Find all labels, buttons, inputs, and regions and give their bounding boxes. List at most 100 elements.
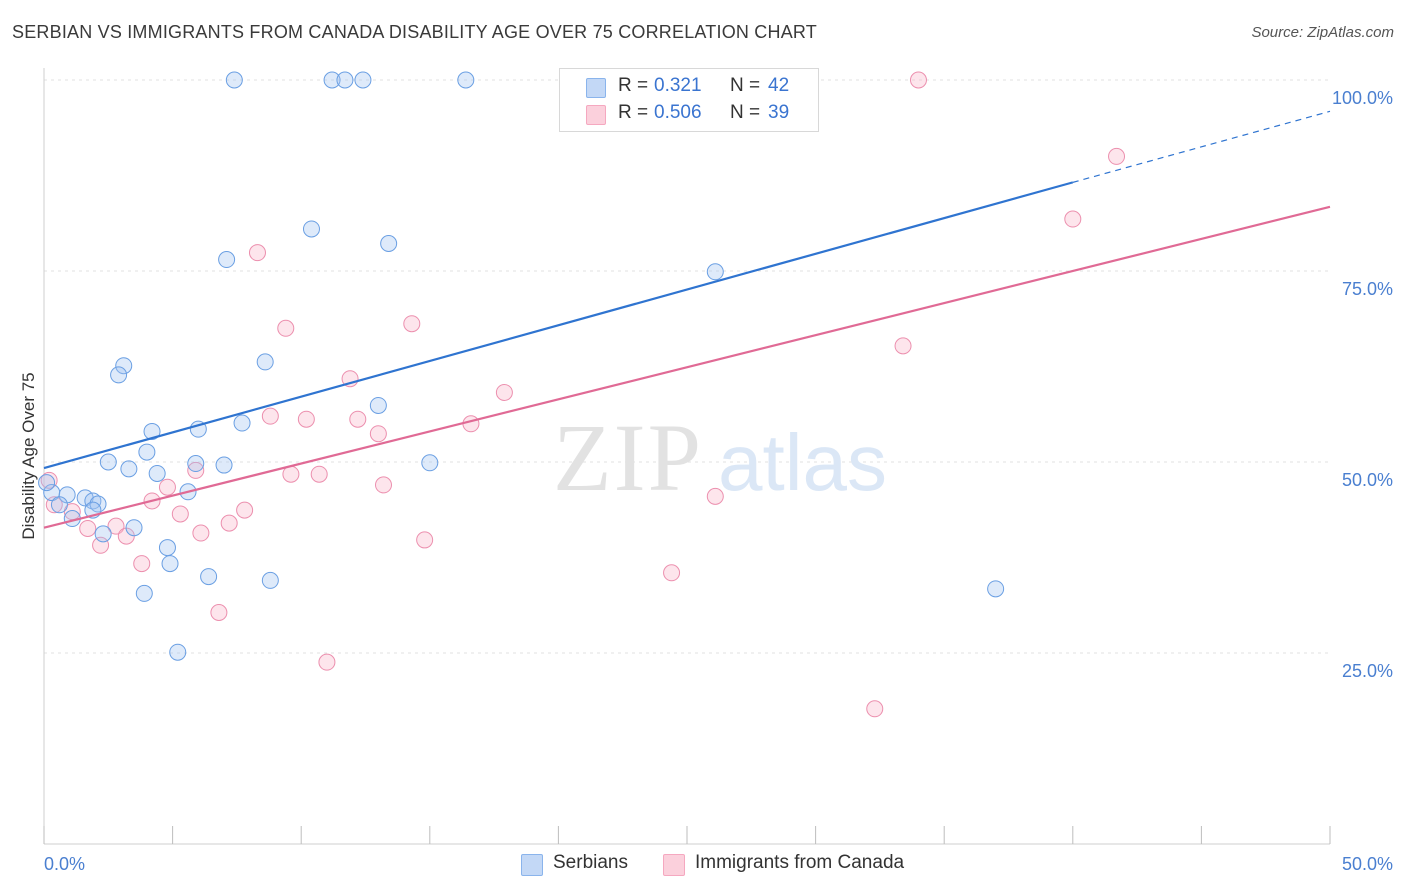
watermark-zip: ZIP (553, 404, 703, 511)
r-label: R = (618, 75, 649, 96)
canada-point (297, 410, 315, 428)
canada-point (706, 487, 724, 505)
y-tick-labels: 25.0% 50.0% 75.0% 100.0% (1332, 88, 1393, 681)
serbians-point (99, 453, 117, 471)
r-label: R = (618, 102, 649, 123)
chart-title: SERBIAN VS IMMIGRANTS FROM CANADA DISABI… (12, 22, 817, 42)
serbians-point (143, 422, 161, 440)
serbians-point (323, 71, 341, 89)
source-credit: Source: ZipAtlas.com (1251, 24, 1394, 41)
serbians-point (706, 263, 724, 281)
canada-legend-swatch (663, 854, 685, 876)
y-tick-label: 25.0% (1342, 661, 1393, 681)
serbians-point (84, 492, 102, 510)
serbians-point (987, 580, 1005, 598)
canada-point (236, 501, 254, 519)
serbians-point (421, 454, 439, 472)
r-value: 0.321 (654, 75, 702, 96)
n-label: N = (730, 102, 761, 123)
n-value: 42 (768, 75, 790, 96)
x-tick-label-max: 50.0% (1342, 854, 1393, 874)
canada-point (210, 604, 228, 622)
y-tick-label: 50.0% (1342, 470, 1393, 490)
serbians-point (256, 353, 274, 371)
serbians-point (225, 71, 243, 89)
serbians-point (218, 251, 236, 269)
serbians-trend-line (43, 181, 1074, 470)
series-serbians-points (38, 71, 1005, 661)
canada-trend-line (43, 205, 1331, 529)
x-tick-label-min: 0.0% (44, 854, 85, 874)
n-value: 39 (768, 102, 790, 123)
serbians-point (135, 584, 153, 602)
canada-point (369, 425, 387, 443)
serbians-point (161, 555, 179, 573)
r-value: 0.506 (654, 102, 702, 123)
serbians-point (369, 396, 387, 414)
serbians-point (148, 464, 166, 482)
canada-point (375, 476, 393, 494)
canada-point (261, 407, 279, 425)
canada-point (495, 383, 513, 401)
serbians-swatch (586, 78, 606, 98)
canada-point (894, 337, 912, 355)
canada-point (349, 410, 367, 428)
serbians-legend-label: Serbians (553, 852, 628, 873)
canada-point (318, 653, 336, 671)
canada-point (107, 517, 125, 535)
canada-point (158, 478, 176, 496)
watermark: ZIP atlas (553, 404, 887, 511)
serbians-point (261, 571, 279, 589)
canada-point (248, 244, 266, 262)
canada-point (192, 524, 210, 542)
serbians-point (158, 539, 176, 557)
x-tick-labels: 0.0% 50.0% (43, 826, 1393, 874)
canada-point (663, 564, 681, 582)
canada-point (310, 465, 328, 483)
trend-lines (43, 110, 1331, 529)
serbians-point (50, 496, 68, 514)
canada-point (1108, 147, 1126, 165)
serbians-point (38, 474, 56, 492)
canada-point (866, 700, 884, 718)
canada-point (171, 505, 189, 523)
serbians-point (138, 443, 156, 461)
serbians-point (354, 71, 372, 89)
serbians-point (457, 71, 475, 89)
canada-swatch (586, 105, 606, 125)
serbians-point (125, 519, 143, 537)
serbians-point (169, 643, 187, 661)
serbians-point (120, 460, 138, 478)
y-tick-label: 75.0% (1342, 279, 1393, 299)
serbians-point (215, 456, 233, 474)
canada-point (187, 461, 205, 479)
serbians-legend-swatch (521, 854, 543, 876)
watermark-atlas: atlas (718, 418, 887, 507)
serbians-point (115, 357, 133, 375)
canada-legend-label: Immigrants from Canada (695, 852, 905, 873)
canada-point (416, 531, 434, 549)
canada-point (79, 519, 97, 537)
canada-point (1064, 210, 1082, 228)
canada-point (403, 315, 421, 333)
gridlines (44, 79, 1330, 654)
canada-point (220, 514, 238, 532)
serbians-point (200, 568, 218, 586)
canada-point (462, 415, 480, 433)
serbians-point (380, 234, 398, 252)
serbians-point (302, 220, 320, 238)
stats-legend: R = 0.321 N = 42 R = 0.506 N = 39 (559, 68, 819, 132)
serbians-trend-extension (1072, 110, 1331, 183)
serbians-point (336, 71, 354, 89)
canada-point (277, 319, 295, 337)
serbians-point (187, 455, 205, 473)
serbians-point (233, 414, 251, 432)
n-label: N = (730, 75, 761, 96)
canada-point (909, 71, 927, 89)
serbians-point (110, 366, 128, 384)
y-tick-label: 100.0% (1332, 88, 1393, 108)
serbians-point (94, 525, 112, 543)
y-axis-label: Disability Age Over 75 (19, 372, 38, 539)
canada-point (133, 555, 151, 573)
